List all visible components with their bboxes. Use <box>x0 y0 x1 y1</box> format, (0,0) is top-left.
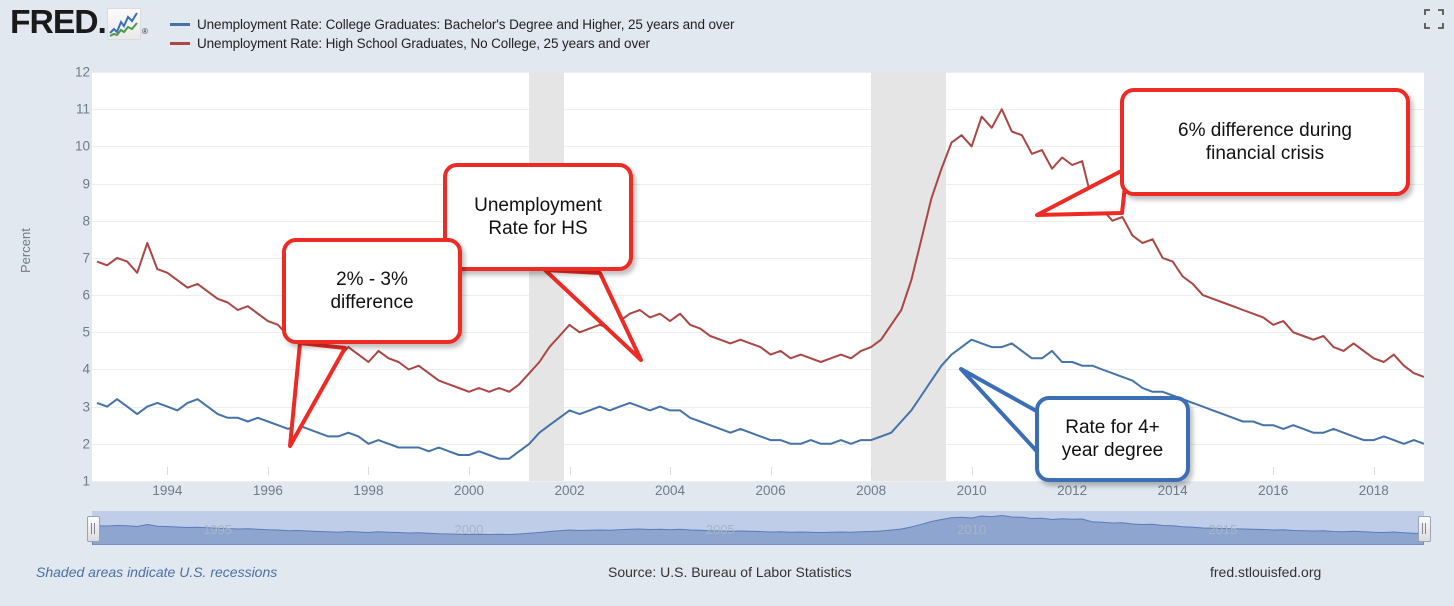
x-axis-tick-mark <box>770 467 772 475</box>
site-url-note: fred.stlouisfed.org <box>1210 564 1322 580</box>
fred-logo: FRED. ® <box>10 3 148 40</box>
gridline <box>92 109 1424 111</box>
legend-item-college[interactable]: Unemployment Rate: College Graduates: Ba… <box>170 15 734 34</box>
y-axis-tick-label: 1 <box>82 473 90 489</box>
callout-hs-rate[interactable]: Unemployment Rate for HS <box>443 163 633 271</box>
recession-note-link[interactable]: Shaded areas indicate U.S. recessions <box>36 564 278 580</box>
x-axis-tick-mark <box>167 467 169 475</box>
chart-header: FRED. ® Unemployment Rate: College Gradu… <box>0 0 1454 58</box>
callout-4yr-degree[interactable]: Rate for 4+ year degree <box>1035 396 1190 482</box>
legend-label-college: Unemployment Rate: College Graduates: Ba… <box>197 17 735 32</box>
x-axis-tick-label: 2014 <box>1157 483 1188 498</box>
gridline <box>92 146 1424 148</box>
y-axis-tick-label: 7 <box>82 250 90 266</box>
fullscreen-expand-icon[interactable] <box>1424 9 1444 29</box>
y-axis-tick-label: 5 <box>82 324 90 340</box>
y-axis-tick-label: 10 <box>74 138 90 154</box>
x-axis-tick-mark <box>971 467 973 475</box>
x-axis-tick-label: 2000 <box>453 483 484 498</box>
x-axis-tick-label: 2006 <box>755 483 786 498</box>
navigator-area <box>92 514 1424 545</box>
x-axis-tick-mark <box>368 467 370 475</box>
callout-6-difference-text: 6% difference during financial crisis <box>1178 119 1352 164</box>
gridline <box>92 406 1424 408</box>
x-axis-tick-mark <box>871 467 873 475</box>
x-axis-tick-label: 2016 <box>1258 483 1289 498</box>
gridline <box>92 443 1424 445</box>
callout-6-difference[interactable]: 6% difference during financial crisis <box>1120 88 1410 196</box>
navigator-year-label: 2010 <box>957 522 987 537</box>
x-axis-tick-label: 2008 <box>856 483 887 498</box>
x-axis-tick-mark <box>468 467 470 475</box>
y-axis-label: Percent <box>18 228 33 273</box>
x-axis-tick-mark <box>670 467 672 475</box>
y-axis-tick-label: 6 <box>82 287 90 303</box>
gridline <box>92 332 1424 334</box>
y-axis-tick-label: 11 <box>75 101 90 117</box>
gridline <box>92 257 1424 259</box>
navigator-year-label: 2005 <box>705 522 735 537</box>
gridline <box>92 295 1424 297</box>
x-axis-tick-label: 2004 <box>655 483 686 498</box>
legend-swatch-college <box>170 23 190 26</box>
navigator-right-handle[interactable] <box>1418 516 1431 542</box>
fred-dot: . <box>97 3 107 40</box>
fred-wordmark: FRED. <box>10 3 107 40</box>
y-axis-tick-label: 8 <box>82 213 90 229</box>
x-axis-tick-label: 2010 <box>956 483 987 498</box>
legend-swatch-highschool <box>170 42 190 45</box>
legend-label-highschool: Unemployment Rate: High School Graduates… <box>197 36 650 51</box>
chart-legend: Unemployment Rate: College Graduates: Ba… <box>170 15 734 53</box>
source-note: Source: U.S. Bureau of Labor Statistics <box>608 564 852 580</box>
x-axis-tick-label: 2012 <box>1057 483 1088 498</box>
y-axis-tick-label: 2 <box>82 436 90 452</box>
series-line-college <box>96 338 1424 460</box>
chart-footer: Shaded areas indicate U.S. recessions So… <box>0 556 1454 606</box>
x-axis-tick-mark <box>569 467 571 475</box>
x-axis-tick-mark <box>1373 467 1375 475</box>
chart-plot-area: Percent 12 11 10 9 8 7 6 5 4 3 2 1 1994 1996 1998 2000… <box>0 58 1454 526</box>
y-axis-tick-label: 3 <box>82 399 90 415</box>
legend-item-highschool[interactable]: Unemployment Rate: High School Graduates… <box>170 34 734 53</box>
callout-4yr-degree-text: Rate for 4+ year degree <box>1061 416 1164 461</box>
callout-hs-rate-text: Unemployment Rate for HS <box>474 194 602 239</box>
navigator-left-handle[interactable] <box>87 516 100 542</box>
navigator-year-label: 1995 <box>203 522 233 537</box>
x-axis-tick-label: 1994 <box>152 483 183 498</box>
navigator-year-label: 2015 <box>1208 522 1238 537</box>
callout-2-3-difference-text: 2% - 3% difference <box>330 268 414 313</box>
gridline <box>92 220 1424 222</box>
range-navigator[interactable]: 1995 2000 2005 2010 2015 <box>87 511 1431 545</box>
registered-trademark: ® <box>142 27 148 36</box>
x-axis-tick-label: 1996 <box>252 483 283 498</box>
x-axis-tick-mark <box>1273 467 1275 475</box>
x-axis-tick-label: 1998 <box>353 483 384 498</box>
gridline <box>92 481 1424 482</box>
y-axis-tick-label: 4 <box>82 361 90 377</box>
x-axis-tick-mark <box>267 467 269 475</box>
navigator-sparkline <box>92 514 1424 545</box>
x-axis-tick-label: 2018 <box>1358 483 1389 498</box>
gridline <box>92 72 1424 73</box>
sparkline-icon <box>107 8 142 40</box>
y-axis-tick-label: 9 <box>82 176 90 192</box>
y-axis-tick-label: 12 <box>74 64 90 80</box>
x-axis-tick-label: 2002 <box>554 483 585 498</box>
gridline <box>92 183 1424 185</box>
callout-2-3-difference[interactable]: 2% - 3% difference <box>282 238 462 344</box>
gridline <box>92 369 1424 371</box>
navigator-year-label: 2000 <box>454 522 484 537</box>
